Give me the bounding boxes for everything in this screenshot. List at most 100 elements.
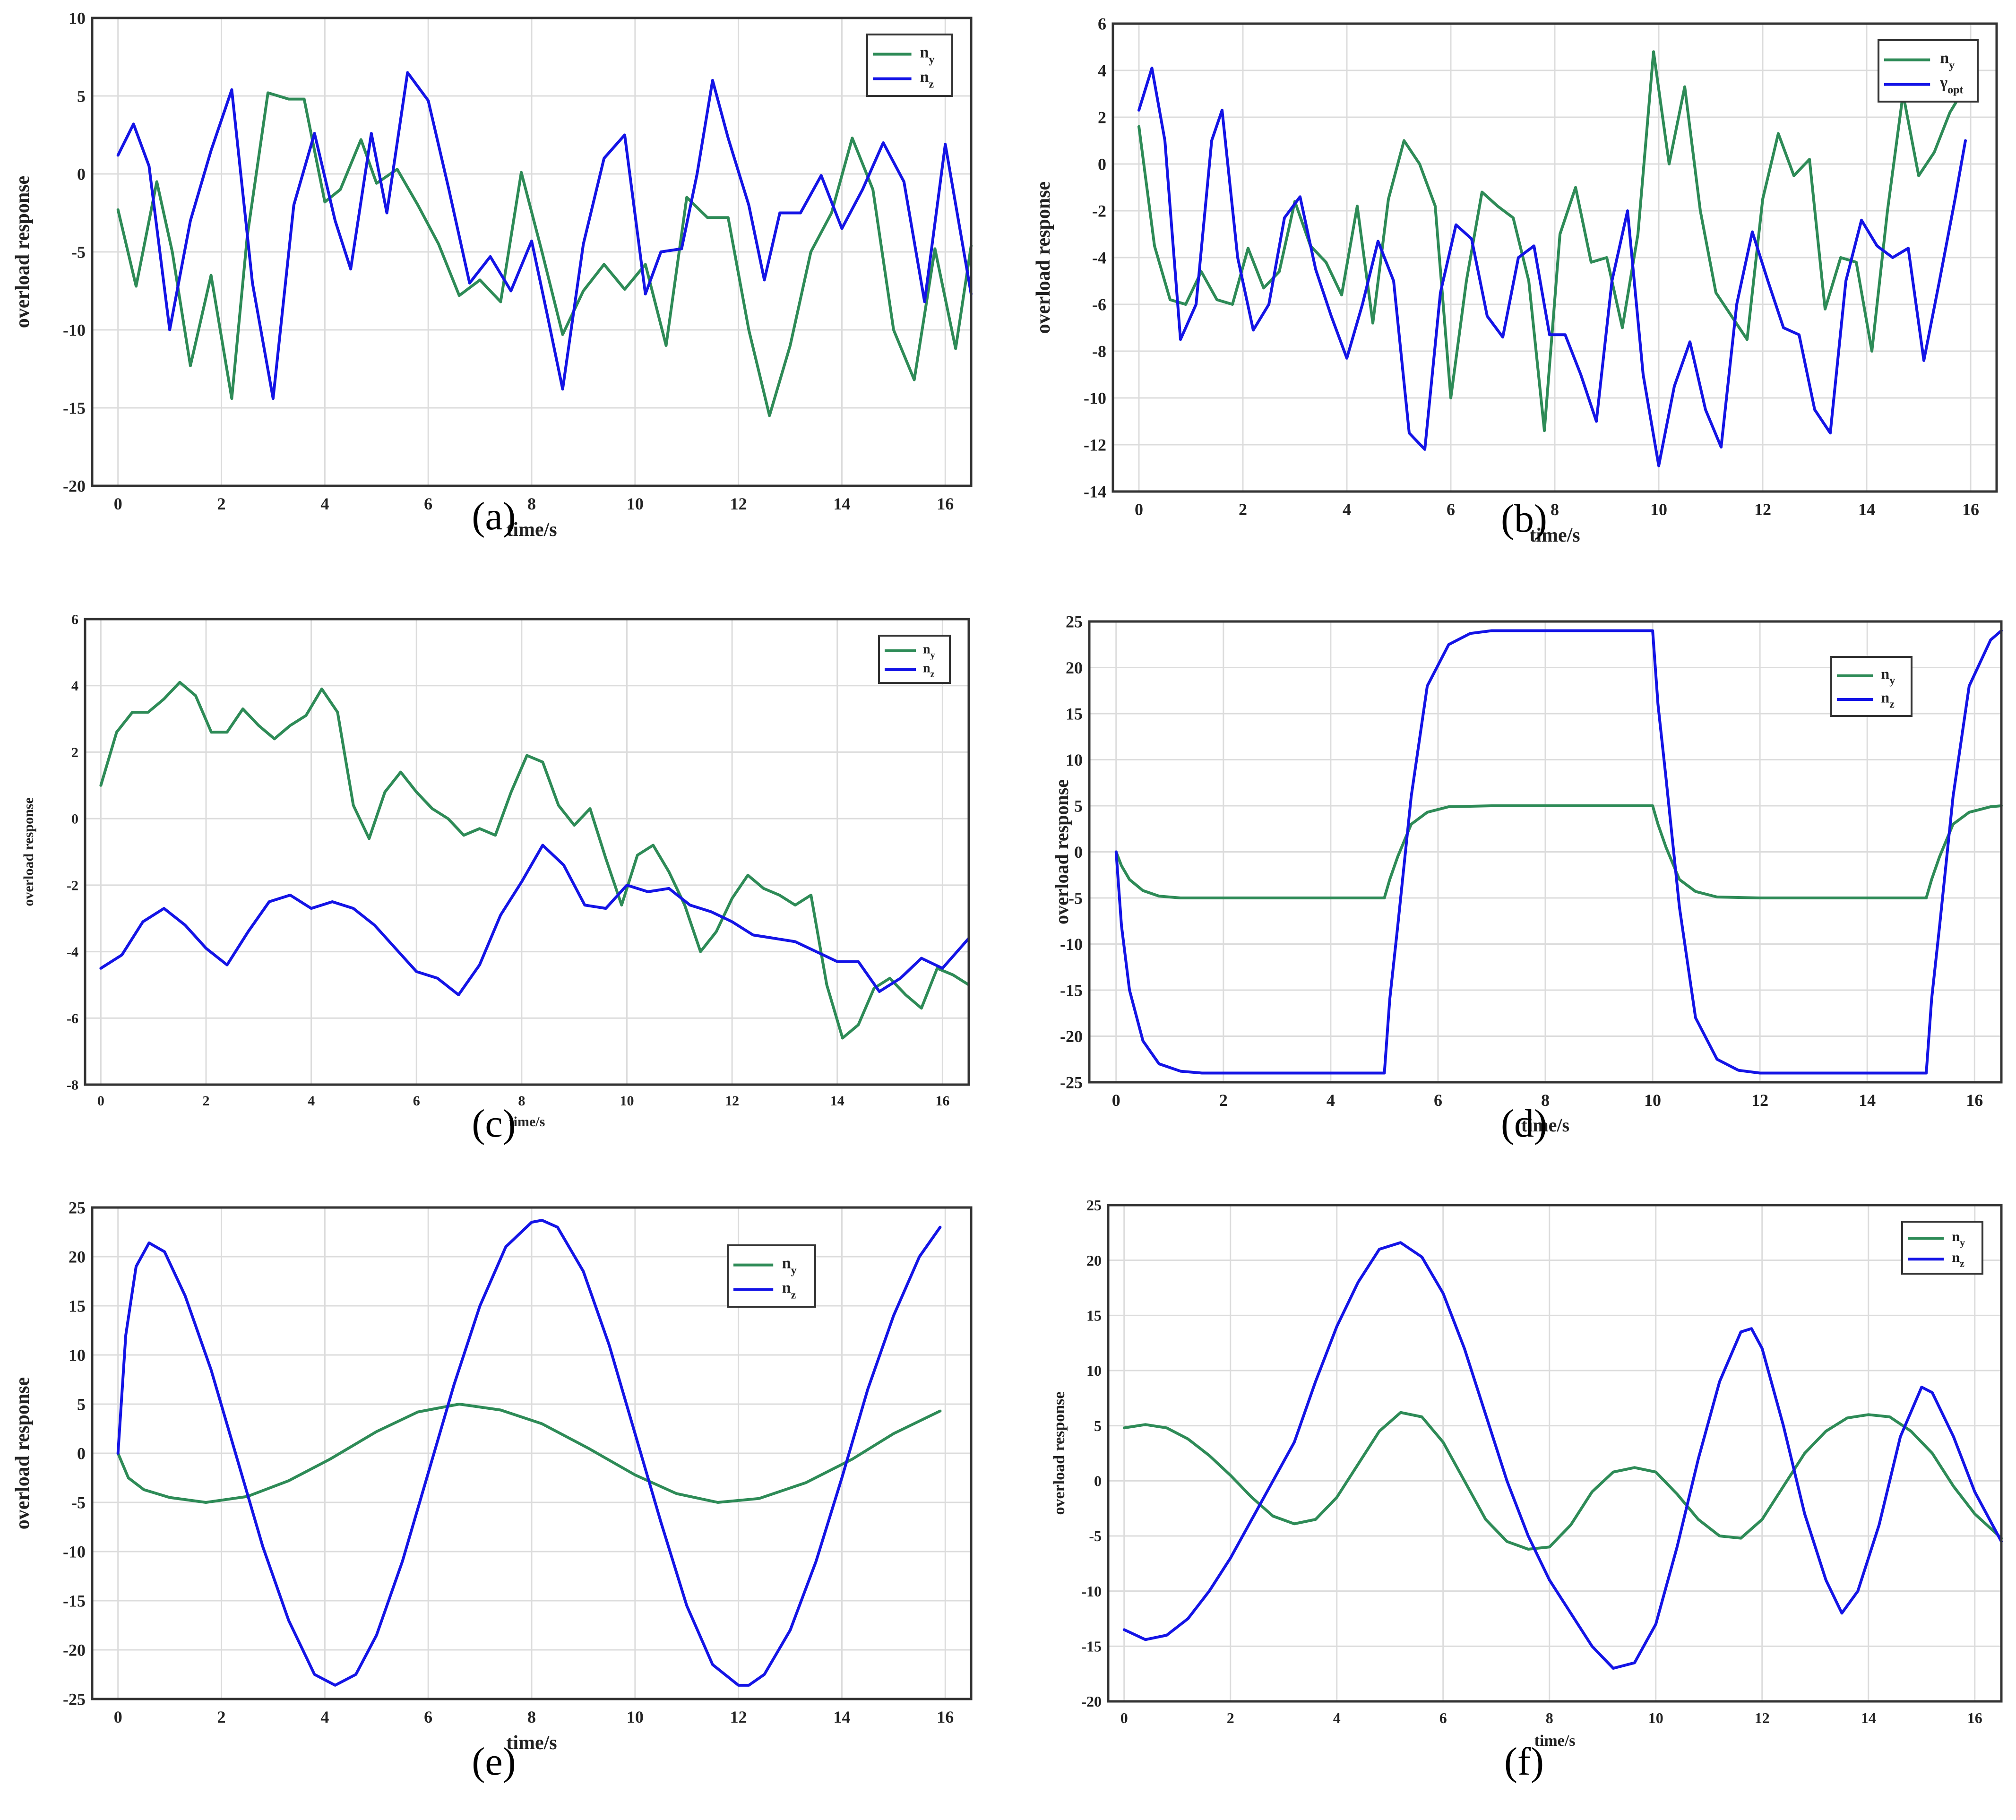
y-tick-label: -10: [1081, 1583, 1102, 1600]
chart-a-series-n_y: [116, 91, 973, 417]
legend-label: nz: [782, 1279, 796, 1301]
y-tick-label: 25: [69, 1199, 86, 1217]
chart-b: 0 2 4 6 8 10 12 14 16 -14 -12 -10 -8 -6 -4 -2 0 2 4 6 time/s…: [1033, 15, 1998, 546]
y-axis-label: overload response: [21, 797, 36, 906]
legend-label-main: n: [782, 1279, 791, 1296]
y-tick-label: -15: [1060, 981, 1083, 1000]
y-tick-label: 20: [1086, 1252, 1102, 1269]
x-tick-label: 8: [527, 1708, 536, 1726]
y-tick-label: -20: [63, 477, 86, 496]
x-tick-label: 12: [1751, 1091, 1768, 1110]
y-tick-label: -5: [71, 1493, 86, 1512]
x-tick-label: 6: [1447, 500, 1455, 519]
x-tick-label: 8: [1546, 1709, 1553, 1726]
y-tick-label: -15: [63, 1592, 86, 1611]
chart-b-frame: [1111, 22, 1998, 493]
legend-label: γopt: [1939, 74, 1963, 96]
legend-label: ny: [923, 642, 935, 661]
y-tick-label: -20: [63, 1641, 86, 1660]
x-tick-label: 6: [424, 1708, 432, 1726]
legend-label-sub: y: [930, 650, 935, 660]
legend-box: [1901, 1221, 1983, 1275]
y-tick-label: 25: [1086, 1197, 1102, 1214]
x-tick-label: 12: [730, 494, 747, 513]
y-tick-label: 5: [1094, 1417, 1102, 1434]
legend-label-sub: z: [929, 78, 934, 90]
y-tick-label: -2: [67, 878, 78, 893]
chart-b-series-gamma_opt: [1137, 67, 1967, 467]
chart-d-series-n_y: [1114, 804, 2003, 899]
chart-f: 0 2 4 6 8 10 12 14 16 -20 -15 -10 -5 0 5 10 15 20 25 time/s…: [1051, 1197, 2003, 1784]
legend-label-main: n: [782, 1254, 791, 1272]
x-tick-label: 16: [937, 494, 954, 513]
x-tick-label: 16: [1966, 1091, 1983, 1110]
y-tick-label: 4: [1098, 61, 1106, 80]
chart-e: 0 2 4 6 8 10 12 14 16 -25 -20 -15 -10 -5 0 5 10 15 20 25 tim…: [12, 1199, 973, 1784]
x-tick-label: 2: [1219, 1091, 1228, 1110]
legend-label-sub: opt: [1947, 84, 1963, 96]
legend-label-sub: y: [791, 1264, 797, 1277]
legend-label: ny: [1881, 665, 1895, 687]
legend-label-main: n: [1940, 49, 1949, 67]
y-tick-label: -12: [1084, 436, 1106, 455]
chart-a-series-n_z: [116, 71, 973, 400]
legend-label: ny: [782, 1254, 797, 1277]
legend-box: [866, 34, 953, 97]
y-tick-label: 4: [71, 678, 78, 694]
chart-a-caption: (a): [472, 494, 516, 538]
y-tick-label: 2: [71, 745, 78, 760]
legend-label-main: n: [1881, 689, 1889, 706]
y-tick-label: 5: [1074, 797, 1083, 816]
y-axis-label: overload response: [1033, 181, 1054, 334]
y-tick-label: 15: [69, 1297, 86, 1316]
legend-label-main: n: [1952, 1229, 1960, 1244]
chart-f-series-n_z: [1122, 1241, 2003, 1670]
y-tick-label: -2: [1092, 202, 1106, 221]
x-tick-label: 6: [413, 1093, 420, 1109]
y-tick-label: 10: [1066, 750, 1083, 769]
chart-f-grid: [1108, 1204, 2001, 1702]
x-axis-label: time/s: [1521, 1114, 1569, 1136]
chart-d-legend: ny nz: [1830, 656, 1913, 717]
legend-label: nz: [920, 68, 934, 90]
chart-c: 0 2 4 6 8 10 12 14 16 -8 -6 -4 -2 0 2 4 6 time/s overload …: [21, 612, 970, 1146]
y-tick-label: -10: [1084, 389, 1106, 408]
legend-label: nz: [1952, 1250, 1964, 1269]
x-tick-label: 8: [527, 494, 536, 513]
legend-label: ny: [920, 43, 935, 66]
y-tick-label: -20: [1081, 1693, 1102, 1710]
y-tick-label: -6: [1092, 295, 1106, 314]
chart-f-series-n_y: [1122, 1411, 2003, 1551]
y-tick-label: 20: [69, 1248, 86, 1267]
x-tick-label: 4: [320, 494, 329, 513]
chart-c-caption: (c): [472, 1102, 516, 1146]
x-tick-label: 16: [1962, 500, 1979, 519]
legend-label-sub: z: [791, 1289, 796, 1301]
x-tick-label: 0: [1112, 1091, 1120, 1110]
x-tick-label: 4: [1327, 1091, 1335, 1110]
legend-box: [1878, 39, 1979, 103]
y-tick-label: 25: [1066, 612, 1083, 631]
y-tick-label: 0: [77, 1444, 86, 1463]
chart-e-series-n_z: [116, 1219, 942, 1687]
legend-label-sub: z: [1889, 699, 1895, 711]
y-tick-label: 10: [69, 9, 86, 28]
x-tick-label: 10: [627, 1708, 644, 1726]
y-tick-label: -6: [67, 1011, 78, 1026]
y-tick-label: -5: [1068, 889, 1083, 908]
y-tick-label: -10: [63, 1543, 86, 1561]
y-tick-label: 0: [1074, 843, 1083, 862]
x-tick-label: 14: [1858, 500, 1875, 519]
legend-label: ny: [1952, 1229, 1965, 1249]
chart-c-series-n_z: [99, 844, 970, 996]
legend-box: [1830, 656, 1913, 717]
chart-e-caption: (e): [472, 1740, 516, 1784]
y-tick-label: -25: [63, 1690, 86, 1709]
legend-label-main: γ: [1939, 74, 1947, 91]
chart-c-frame: [84, 618, 970, 1086]
